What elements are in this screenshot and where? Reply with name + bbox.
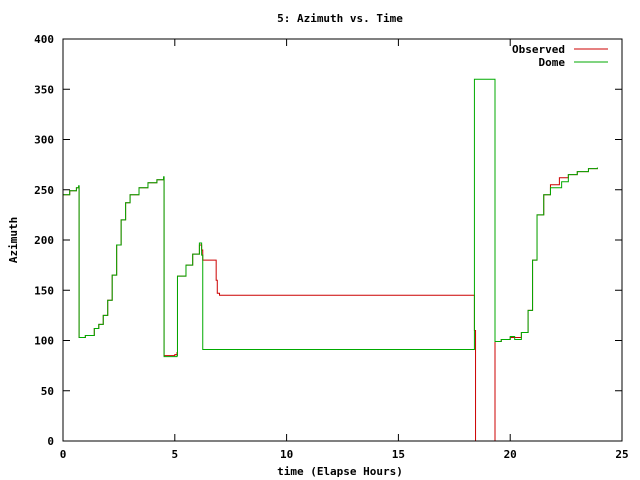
x-tick-label: 0	[60, 448, 67, 461]
y-tick-label: 250	[34, 184, 54, 197]
legend-label-observed: Observed	[512, 43, 565, 56]
legend-label-dome: Dome	[539, 56, 566, 69]
x-tick-label: 10	[280, 448, 293, 461]
y-tick-label: 350	[34, 83, 54, 96]
y-tick-label: 100	[34, 335, 54, 348]
x-axis-label: time (Elapse Hours)	[277, 465, 403, 478]
y-tick-label: 400	[34, 33, 54, 46]
y-tick-label: 0	[47, 435, 54, 448]
y-tick-label: 300	[34, 134, 54, 147]
chart-title: 5: Azimuth vs. Time	[277, 12, 403, 25]
x-tick-label: 20	[504, 448, 517, 461]
y-tick-label: 150	[34, 284, 54, 297]
series-line-dome	[63, 78, 598, 358]
y-tick-label: 50	[41, 385, 54, 398]
y-tick-label: 200	[34, 234, 54, 247]
series-layer	[63, 78, 598, 442]
x-tick-label: 5	[171, 448, 178, 461]
x-tick-label: 25	[615, 448, 628, 461]
y-axis-label: Azimuth	[7, 217, 20, 263]
x-tick-label: 15	[392, 448, 405, 461]
